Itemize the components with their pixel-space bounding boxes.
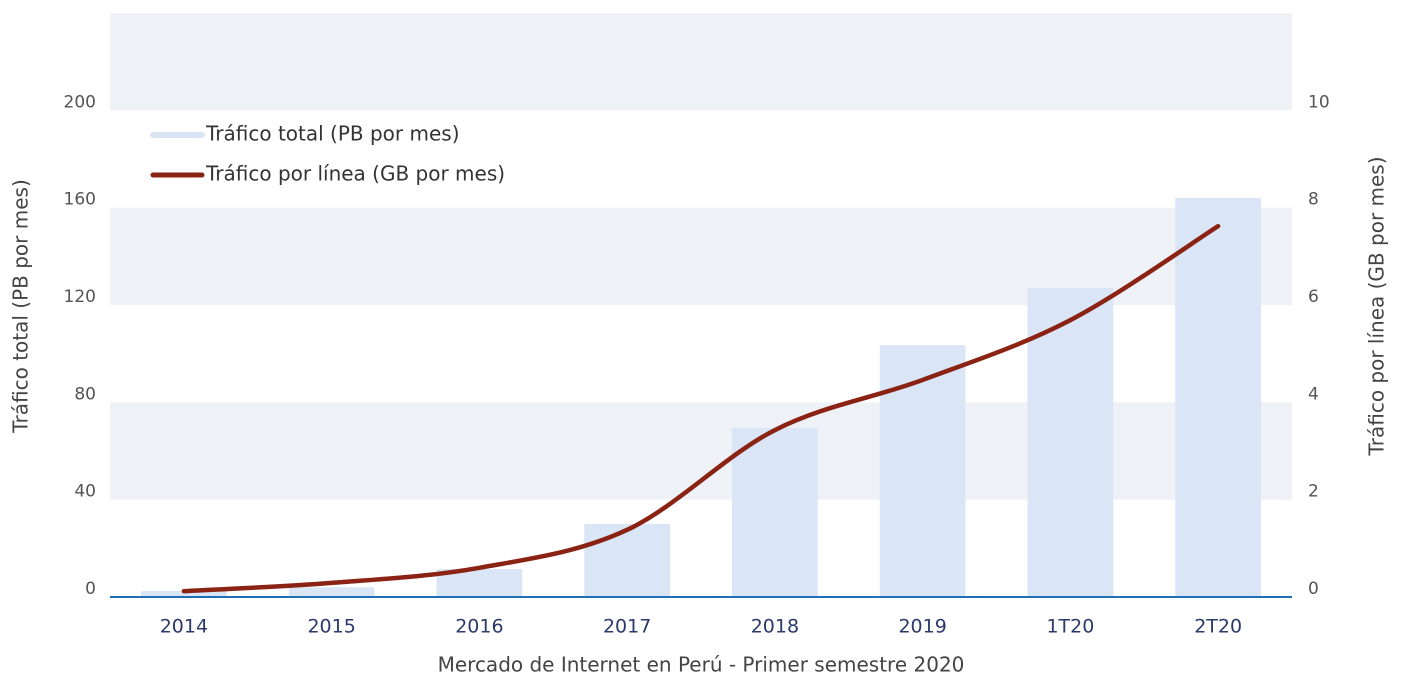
bar	[732, 427, 818, 597]
bar	[288, 587, 375, 597]
line	[181, 223, 1221, 594]
y2-tick-label: 10	[1308, 92, 1330, 112]
y-tick-label: 120	[64, 287, 96, 307]
y2-tick-label: 6	[1308, 287, 1319, 307]
y2-tick-label: 8	[1308, 190, 1319, 210]
x-tick-label: 2014	[160, 616, 208, 638]
y-tick-label: 0	[85, 579, 96, 599]
x-tick-label: 1T20	[1046, 616, 1094, 638]
grid-band	[110, 13, 1292, 111]
x-axis-title: Mercado de Internet en Perú - Primer sem…	[438, 653, 965, 677]
legend-label: Tráfico por línea (GB por mes)	[205, 162, 505, 186]
x-tick-label: 2016	[455, 616, 503, 638]
y-tick-label: 160	[64, 190, 96, 210]
bar	[1027, 287, 1114, 597]
y2-axis-title: Tráfico por línea (GB por mes)	[1365, 156, 1389, 456]
y-tick-label: 200	[64, 92, 96, 112]
legend-label: Tráfico total (PB por mes)	[205, 122, 460, 146]
y2-tick-label: 0	[1308, 579, 1319, 599]
x-tick-label: 2T20	[1194, 616, 1242, 638]
bar	[879, 345, 966, 597]
y2-tick-label: 4	[1308, 384, 1319, 404]
bar	[141, 590, 227, 597]
y-axis-title: Tráfico total (PB por mes)	[9, 179, 33, 434]
x-tick-label: 2015	[307, 616, 355, 638]
bar	[584, 524, 670, 597]
grid-band	[110, 402, 1292, 500]
x-tick-label: 2017	[603, 616, 651, 638]
bar	[1175, 197, 1261, 597]
grid-band	[110, 207, 1292, 305]
y-tick-label: 80	[74, 384, 96, 404]
x-tick-label: 2019	[898, 616, 946, 638]
x-tick-label: 2018	[751, 616, 799, 638]
y2-tick-label: 2	[1308, 482, 1319, 502]
y-tick-label: 40	[74, 482, 96, 502]
